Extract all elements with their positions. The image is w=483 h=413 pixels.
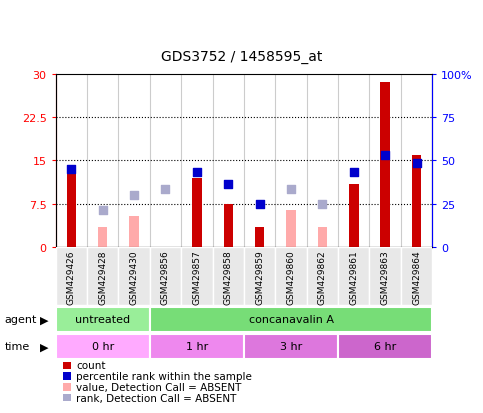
Point [161,187,170,193]
Text: concanavalin A: concanavalin A [249,315,333,325]
Bar [338,334,432,359]
Bar [56,307,150,332]
Bar [286,210,296,248]
Bar [181,248,213,306]
Text: GSM429859: GSM429859 [255,249,264,304]
Bar [56,248,87,306]
Bar [129,216,139,248]
Bar [150,307,432,332]
Point [256,201,264,208]
Text: rank, Detection Call = ABSENT: rank, Detection Call = ABSENT [76,393,237,403]
Text: GSM429858: GSM429858 [224,249,233,304]
Bar [192,178,201,248]
Bar [381,83,390,248]
Text: untreated: untreated [75,315,130,325]
Text: GSM429860: GSM429860 [286,249,296,304]
Text: GSM429856: GSM429856 [161,249,170,304]
Bar [401,248,432,306]
Bar [98,228,107,248]
Point [68,166,75,173]
Text: GSM429430: GSM429430 [129,249,139,304]
Bar [255,228,264,248]
Point [412,161,420,167]
Text: agent: agent [5,315,37,325]
Text: ▶: ▶ [40,315,49,325]
Text: GSM429864: GSM429864 [412,249,421,304]
Text: 0 hr: 0 hr [91,342,114,351]
Bar [67,173,76,248]
Bar [224,204,233,248]
Text: 6 hr: 6 hr [374,342,397,351]
Point [99,207,107,214]
Bar [150,334,244,359]
Text: value, Detection Call = ABSENT: value, Detection Call = ABSENT [76,382,242,392]
Bar [118,248,150,306]
Bar [307,248,338,306]
Bar [244,248,275,306]
Text: ▶: ▶ [40,342,49,351]
Text: GSM429426: GSM429426 [67,249,76,304]
Bar [369,248,401,306]
Bar [56,334,150,359]
Bar [244,334,338,359]
Text: GSM429862: GSM429862 [318,249,327,304]
Bar [318,228,327,248]
Text: 1 hr: 1 hr [185,342,208,351]
Text: GDS3752 / 1458595_at: GDS3752 / 1458595_at [161,50,322,64]
Point [130,192,138,199]
Point [193,169,201,176]
Point [382,152,389,159]
Bar [213,248,244,306]
Text: GSM429863: GSM429863 [381,249,390,304]
Point [287,187,295,193]
Point [319,201,327,208]
Text: percentile rank within the sample: percentile rank within the sample [76,371,252,381]
Bar [150,248,181,306]
Bar [338,248,369,306]
Bar [87,248,118,306]
Text: GSM429861: GSM429861 [349,249,358,304]
Point [224,181,232,188]
Text: GSM429857: GSM429857 [192,249,201,304]
Bar [349,184,358,248]
Point [350,169,357,176]
Text: GSM429428: GSM429428 [98,249,107,304]
Text: time: time [5,342,30,351]
Bar [412,155,421,248]
Text: count: count [76,361,106,370]
Text: 3 hr: 3 hr [280,342,302,351]
Bar [275,248,307,306]
